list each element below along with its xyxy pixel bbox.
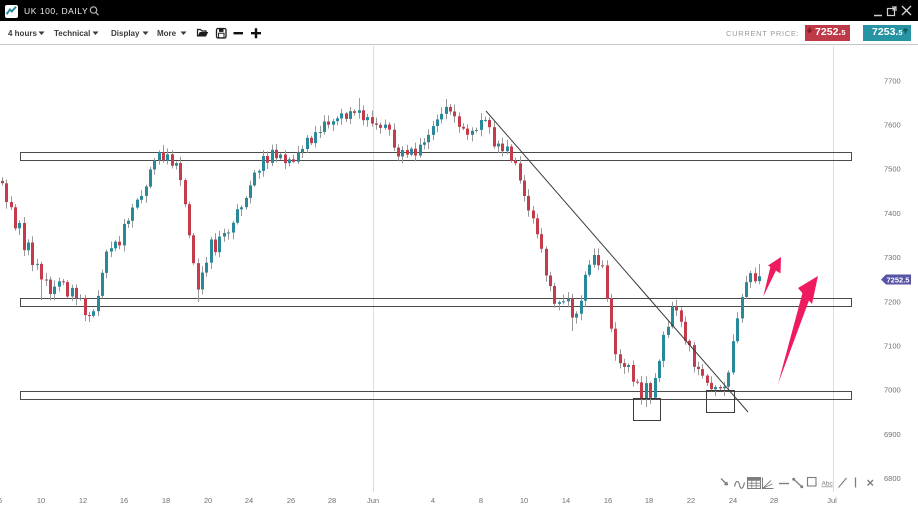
svg-text:7300: 7300 [884, 253, 901, 262]
svg-text:Abc: Abc [822, 481, 834, 488]
svg-text:6800: 6800 [884, 474, 901, 483]
svg-text:28: 28 [770, 496, 778, 505]
svg-text:7500: 7500 [884, 165, 901, 174]
svg-text:20: 20 [204, 496, 212, 505]
svg-text:10: 10 [37, 496, 45, 505]
svg-text:7252.5: 7252.5 [887, 275, 910, 284]
svg-text:14: 14 [562, 496, 570, 505]
svg-text:6: 6 [0, 496, 2, 505]
svg-text:18: 18 [645, 496, 653, 505]
svg-text:7700: 7700 [884, 76, 901, 85]
svg-text:7000: 7000 [884, 386, 901, 395]
svg-text:24: 24 [729, 496, 737, 505]
svg-text:26: 26 [287, 496, 295, 505]
svg-text:16: 16 [120, 496, 128, 505]
svg-text:7600: 7600 [884, 121, 901, 130]
svg-text:24: 24 [245, 496, 253, 505]
svg-text:12: 12 [79, 496, 87, 505]
svg-text:7400: 7400 [884, 209, 901, 218]
svg-text:7100: 7100 [884, 342, 901, 351]
svg-text:28: 28 [328, 496, 336, 505]
svg-text:6900: 6900 [884, 430, 901, 439]
svg-text:22: 22 [687, 496, 695, 505]
svg-text:18: 18 [162, 496, 170, 505]
svg-text:16: 16 [604, 496, 612, 505]
svg-text:8: 8 [479, 496, 483, 505]
svg-text:4: 4 [431, 496, 435, 505]
svg-text:7200: 7200 [884, 297, 901, 306]
svg-text:10: 10 [520, 496, 528, 505]
svg-text:Jun: Jun [367, 496, 379, 505]
svg-text:Jul: Jul [827, 496, 837, 505]
